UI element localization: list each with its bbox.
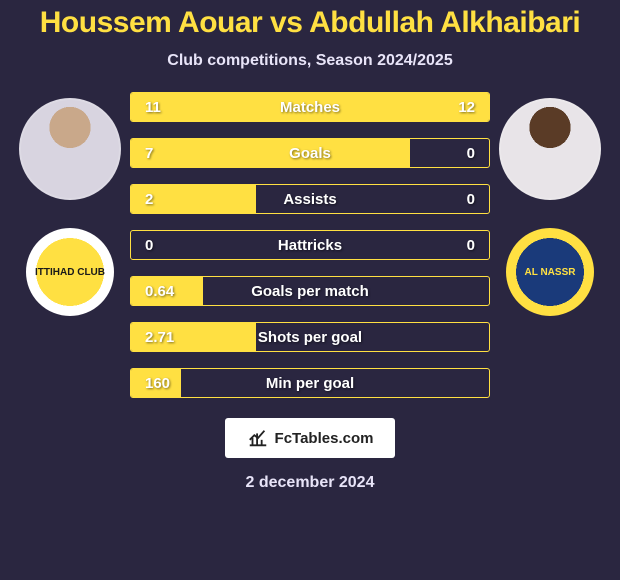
player2-club-badge: AL NASSR xyxy=(506,228,594,316)
brand-badge: FcTables.com xyxy=(225,418,395,458)
stat-value-right: 12 xyxy=(429,99,489,116)
stat-value-left: 2 xyxy=(131,191,191,208)
stat-row: 0Hattricks0 xyxy=(130,230,490,260)
stat-row: 160Min per goal xyxy=(130,368,490,398)
page-subtitle: Club competitions, Season 2024/2025 xyxy=(167,52,452,70)
stat-bars: 11Matches127Goals02Assists00Hattricks00.… xyxy=(130,92,490,398)
stat-label: Matches xyxy=(191,99,429,116)
stat-label: Shots per goal xyxy=(191,329,429,346)
player1-avatar xyxy=(19,98,121,200)
comparison-area: ITTIHAD CLUB 11Matches127Goals02Assists0… xyxy=(0,92,620,398)
stat-value-left: 2.71 xyxy=(131,329,191,346)
brand-text: FcTables.com xyxy=(275,430,374,447)
player2-column: AL NASSR xyxy=(490,92,610,316)
stat-row: 2.71Shots per goal xyxy=(130,322,490,352)
stat-value-right: 0 xyxy=(429,191,489,208)
stat-value-right: 0 xyxy=(429,237,489,254)
stat-label: Hattricks xyxy=(191,237,429,254)
stat-label: Goals xyxy=(191,145,429,162)
club1-label: ITTIHAD CLUB xyxy=(35,267,105,278)
player2-avatar xyxy=(499,98,601,200)
stat-row: 0.64Goals per match xyxy=(130,276,490,306)
stat-row: 7Goals0 xyxy=(130,138,490,168)
page-title: Houssem Aouar vs Abdullah Alkhaibari xyxy=(40,6,580,40)
stat-value-left: 7 xyxy=(131,145,191,162)
player1-club-badge: ITTIHAD CLUB xyxy=(26,228,114,316)
footer-date: 2 december 2024 xyxy=(246,474,375,492)
stat-label: Goals per match xyxy=(191,283,429,300)
chart-icon xyxy=(247,427,269,449)
player1-column: ITTIHAD CLUB xyxy=(10,92,130,316)
stat-row: 2Assists0 xyxy=(130,184,490,214)
stat-value-left: 160 xyxy=(131,375,191,392)
stat-value-left: 0 xyxy=(131,237,191,254)
stat-value-left: 0.64 xyxy=(131,283,191,300)
stat-label: Assists xyxy=(191,191,429,208)
stat-value-right: 0 xyxy=(429,145,489,162)
stat-label: Min per goal xyxy=(191,375,429,392)
stat-row: 11Matches12 xyxy=(130,92,490,122)
stat-value-left: 11 xyxy=(131,99,191,116)
club2-label: AL NASSR xyxy=(525,267,576,278)
